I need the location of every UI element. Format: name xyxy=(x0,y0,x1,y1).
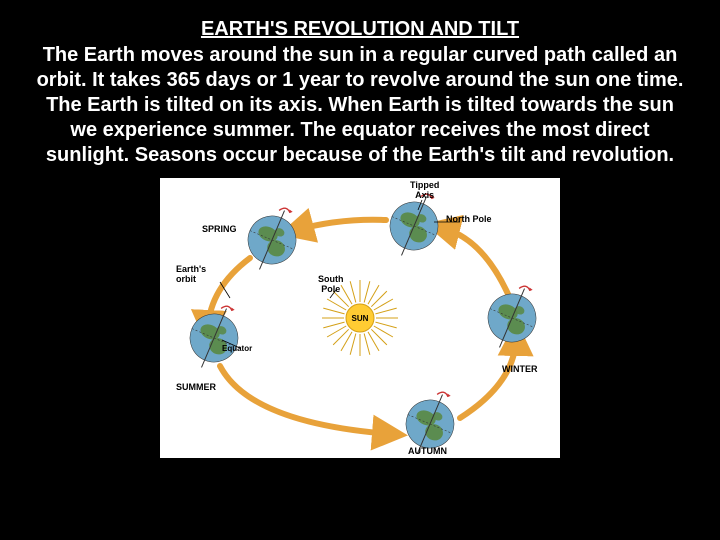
slide: EARTH'S REVOLUTION AND TILT The Earth mo… xyxy=(0,0,720,540)
label-tipped-axis: Tipped Axis xyxy=(410,180,439,200)
label-autumn: AUTUMN xyxy=(408,446,447,456)
label-equator: Equator xyxy=(222,344,252,353)
label-north-pole: North Pole xyxy=(446,214,492,224)
label-earth-orbit: Earth's orbit xyxy=(176,264,206,284)
slide-body: The Earth moves around the sun in a regu… xyxy=(34,43,686,168)
orbit-diagram: SUN SPRING SUMMER AUTUMN WINTER Tipped A… xyxy=(160,178,560,458)
slide-title: EARTH'S REVOLUTION AND TILT xyxy=(201,18,519,41)
label-south-pole: South Pole xyxy=(318,274,344,294)
label-spring: SPRING xyxy=(202,224,237,234)
orbit-svg: SUN xyxy=(160,178,560,458)
label-summer: SUMMER xyxy=(176,382,216,392)
label-winter: WINTER xyxy=(502,364,538,374)
svg-text:SUN: SUN xyxy=(352,314,369,323)
